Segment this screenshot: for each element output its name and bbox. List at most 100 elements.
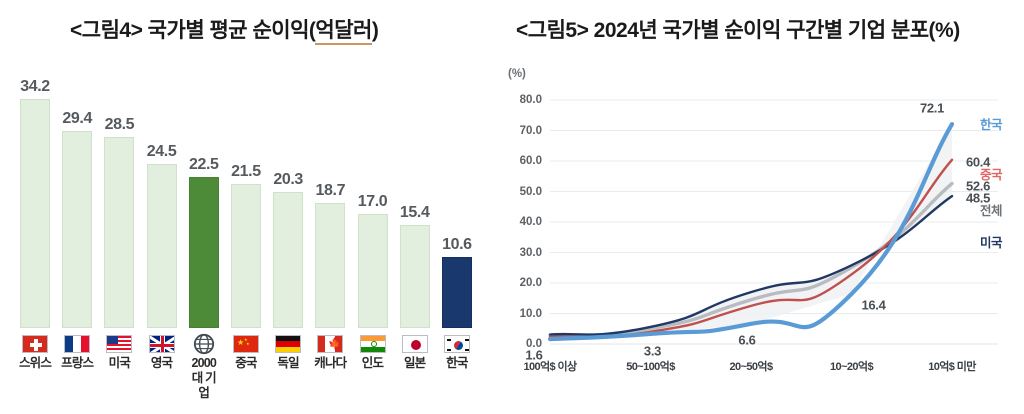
figure4-title-suffix: ): [371, 19, 379, 42]
legend-item-중국[interactable]: 중국: [980, 168, 1003, 182]
bar-value-label: 17.0: [357, 193, 388, 210]
category-icon-cell: [145, 332, 179, 356]
bar-category-label: 중국: [235, 356, 257, 370]
figure4-title-prefix: <그림4> 국가별 평균 순이익(: [70, 19, 316, 42]
bar-value-label: 10.6: [442, 236, 472, 253]
flag-korea-icon: [443, 335, 470, 353]
bar-rect: [104, 137, 135, 328]
bar-rect: [188, 177, 219, 328]
bar-rect: [62, 131, 93, 328]
flag-canada-icon: 🍁: [317, 335, 344, 353]
bar-category-label: 스위스: [18, 356, 52, 370]
bar-value-label: 29.4: [62, 110, 92, 127]
data-point-label: 16.4: [861, 297, 886, 313]
line-chart-plot-area: (%) 0.0 10.0 20.0 30.0 40.0 50.0 60.0 70.0 80.0 …: [492, 52, 1024, 402]
y-axis-tick: 50.0: [519, 185, 542, 198]
bar-value-label: 22.5: [188, 156, 219, 173]
bar-group: 34.2: [18, 60, 52, 328]
category-icon-cell: [398, 332, 432, 356]
bar-group: 10.6: [440, 60, 474, 328]
bar-category-label: 캐나다: [314, 356, 347, 370]
line-chart-svg-holder: [492, 52, 1024, 402]
range-band: [550, 124, 952, 340]
flag-france-icon: [64, 335, 91, 353]
y-axis-tick: 80.0: [519, 94, 542, 106]
flag-uk-icon: [148, 335, 175, 353]
bar-rect: [357, 214, 388, 328]
legend-item-전체[interactable]: 전체: [980, 204, 1003, 218]
bar-category-label: 인도: [361, 356, 384, 370]
bar-group: 29.4: [60, 60, 94, 328]
x-axis-tick: 50~100억$: [626, 361, 675, 373]
flag-usa-icon: [106, 335, 133, 353]
bar-group: 18.7: [313, 60, 347, 328]
data-point-label: 72.1: [919, 100, 945, 116]
bar-category-label: 미국: [108, 356, 131, 370]
y-axis-tick: 30.0: [519, 246, 542, 259]
x-axis-tick: 10~20억$: [830, 361, 874, 373]
category-icon-cell: [60, 332, 94, 356]
bar-group: 22.5: [187, 60, 221, 328]
bar-rect: [146, 164, 177, 328]
category-icon-cell: ★ ★ ★: [229, 332, 263, 356]
line-chart-svg: [547, 99, 998, 345]
bar-value-label: 15.4: [399, 204, 430, 221]
bar-category-label: 영국: [150, 356, 173, 370]
data-point-label: 52.6: [965, 178, 991, 194]
flag-japan-icon: [401, 335, 428, 353]
series-line-한국: [547, 122, 955, 342]
figure5-title: <그림5> 2024년 국가별 순이익 구간별 기업 분포(%): [516, 19, 960, 42]
bar-category-label: 독일: [277, 356, 299, 370]
data-point-label: 6.6: [738, 332, 756, 348]
bar-value-label: 20.3: [273, 171, 303, 188]
category-icon-cell: [271, 332, 305, 356]
legend-item-미국[interactable]: 미국: [980, 236, 1003, 250]
category-icon-cell: [440, 332, 474, 356]
figure4-title-unit: 억달러: [315, 19, 372, 45]
data-point-label: 3.3: [643, 343, 662, 359]
globe-icon: [191, 333, 217, 355]
bar-rect: [20, 99, 50, 328]
flag-china-icon: ★ ★ ★: [232, 335, 259, 353]
bar-category-label: 2000대 기업: [191, 356, 217, 400]
bar-value-label: 34.2: [20, 78, 50, 95]
bar-value-label: 21.5: [231, 163, 261, 180]
bar-value-label: 24.5: [146, 143, 177, 160]
flag-switzerland-icon: [22, 335, 48, 353]
bar-group: 28.5: [102, 60, 136, 328]
bar-value-label: 28.5: [104, 116, 135, 133]
bar-rect: [399, 225, 430, 328]
bar-group: 21.5: [229, 60, 263, 328]
bar-rect: [441, 257, 472, 328]
category-icon-cell: 🍁: [313, 332, 347, 356]
y-axis-tick: 40.0: [519, 216, 542, 228]
bar-rect: [273, 192, 304, 328]
bar-chart-icon-row: ★ ★ ★ 🍁: [18, 332, 474, 356]
flag-germany-icon: [275, 335, 302, 353]
figure4-title: <그림4> 국가별 평균 순이익(억달러): [70, 14, 379, 45]
x-axis-tick: 100억$ 이상: [523, 361, 577, 373]
figure4-panel: <그림4> 국가별 평균 순이익(억달러) 34.2 29.4 28.5 24.5 22…: [0, 0, 492, 414]
bar-category-label: 프랑스: [61, 356, 94, 370]
y-axis-tick: 0.0: [526, 338, 542, 350]
legend-item-한국[interactable]: 한국: [980, 118, 1003, 132]
bar-chart-category-labels: 스위스 프랑스 미국 영국 2000대 기업 중국 독일 캐나다 인도 일본 한국: [18, 356, 474, 400]
bar-rect: [315, 203, 346, 328]
category-icon-cell: [18, 332, 52, 356]
flag-india-icon: [359, 335, 386, 353]
bar-value-label: 18.7: [315, 182, 346, 199]
data-point-label: 48.5: [965, 190, 991, 206]
bar-group: 24.5: [145, 60, 179, 328]
y-axis-tick: 70.0: [519, 124, 542, 137]
bar-chart-plot-area: 34.2 29.4 28.5 24.5 22.5 21.5 20.3 18.7 17.0 15.4…: [18, 60, 474, 328]
data-point-label: 60.4: [965, 154, 991, 170]
bar-group: 20.3: [271, 60, 305, 328]
bar-group: 15.4: [398, 60, 432, 328]
data-point-label: 1.6: [525, 347, 543, 363]
bar-category-label: 일본: [403, 356, 426, 370]
bar-category-label: 한국: [446, 356, 468, 370]
y-axis-tick: 20.0: [519, 277, 542, 289]
category-icon-cell: [356, 332, 390, 356]
y-axis-tick: 10.0: [519, 307, 542, 320]
